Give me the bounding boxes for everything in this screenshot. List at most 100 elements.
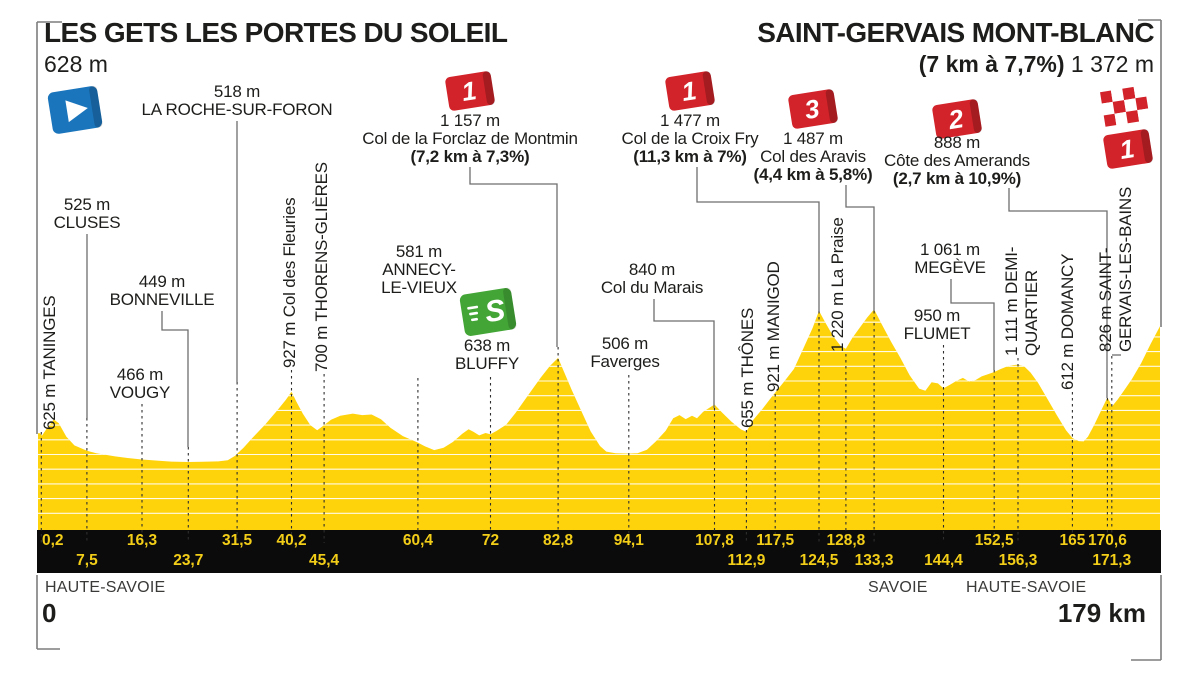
waypoint-altitude: 525 m xyxy=(63,195,111,214)
total-distance-label: 179 km xyxy=(1057,598,1146,628)
waypoint-name: BLUFFY xyxy=(455,354,519,373)
svg-text:1: 1 xyxy=(680,75,699,107)
waypoint-name: Côte des Amerands xyxy=(884,151,1030,170)
start-header: LES GETS LES PORTES DU SOLEIL 628 m xyxy=(44,17,508,78)
svg-text:1: 1 xyxy=(460,75,479,107)
waypoint-label-megeve: 1 061 m MEGÈVE xyxy=(914,241,986,277)
category-3-icon: 3 xyxy=(788,89,838,129)
svg-text:1: 1 xyxy=(1118,133,1137,165)
waypoint-name: ANNECY- xyxy=(382,260,456,279)
finish-altitude: 1 372 m xyxy=(1070,51,1154,78)
waypoint-label-vougy: 466 m VOUGY xyxy=(109,365,171,402)
waypoint-altitude: 1 157 m xyxy=(439,111,501,130)
km-marker: 45,4 xyxy=(308,552,340,569)
waypoint-name: Col de la Forclaz de Montmin xyxy=(362,129,578,148)
km-marker: 152,5 xyxy=(974,532,1014,549)
waypoint-label-bluffy: 638 m BLUFFY xyxy=(455,337,519,373)
km-marker: 170,6 xyxy=(1088,532,1127,549)
waypoint-label-taninges: 625 m TANINGES xyxy=(40,295,59,430)
waypoint-name: Col du Marais xyxy=(600,278,704,297)
department-label: SAVOIE xyxy=(868,579,928,596)
km-marker: 16,3 xyxy=(126,532,158,549)
climb-gradient: (7,2 km à 7,3%) xyxy=(410,147,530,166)
finish-altitude-line: (7 km à 7,7%) 1 372 m xyxy=(757,51,1154,78)
waypoint-label-thorens: 700 m THORENS-GLIÈRES xyxy=(312,162,331,372)
finish-title: SAINT-GERVAIS MONT-BLANC xyxy=(757,17,1154,48)
km-marker: 124,5 xyxy=(799,552,839,569)
waypoint-label-annecy: 581 m ANNECY- LE-VIEUX xyxy=(381,243,457,297)
km-marker: 72 xyxy=(481,532,500,549)
waypoint-label-fleuries: 927 m Col des Fleuries xyxy=(280,197,299,368)
km-marker: 128,8 xyxy=(826,532,866,549)
waypoint-label-thones: 655 m THÔNES xyxy=(738,307,757,428)
waypoint-altitude: 449 m xyxy=(138,272,186,291)
waypoint-label-demiquartier: 1 111 m DEMI- xyxy=(1002,246,1021,356)
km-marker: 165 xyxy=(1059,532,1086,549)
waypoint-altitude: 1 477 m xyxy=(659,111,721,130)
waypoint-name: BONNEVILLE xyxy=(109,290,215,309)
km-marker: 133,3 xyxy=(854,552,894,569)
category-1-icon: 1 xyxy=(665,71,715,111)
waypoint-label-aravis: 1 487 m Col des Aravis (4,4 km à 5,8%) xyxy=(754,130,873,184)
category-1-icon: 1 xyxy=(1103,129,1153,169)
waypoint-label-forclaz: 1 157 m Col de la Forclaz de Montmin (7,2 … xyxy=(362,112,578,166)
climb-gradient: (4,4 km à 5,8%) xyxy=(753,165,873,184)
km-marker: 171,3 xyxy=(1092,552,1132,569)
climb-gradient: (2,7 km à 10,9%) xyxy=(892,169,1022,188)
km-marker: 94,1 xyxy=(613,532,644,549)
km-marker: 82,8 xyxy=(542,532,574,549)
km-marker: 7,5 xyxy=(76,552,98,569)
waypoint-label-laroche: 518 m LA ROCHE-SUR-FORON xyxy=(142,83,333,119)
waypoint-altitude: 518 m xyxy=(213,82,261,101)
svg-text:3: 3 xyxy=(803,93,823,125)
finish-header: SAINT-GERVAIS MONT-BLANC (7 km à 7,7%) 1… xyxy=(757,18,1154,78)
waypoint-altitude: 1 061 m xyxy=(919,240,981,259)
waypoint-label-bonneville: 449 m BONNEVILLE xyxy=(110,273,215,309)
svg-text:2: 2 xyxy=(946,103,966,135)
waypoint-altitude: 581 m xyxy=(395,242,443,261)
chart-frame xyxy=(36,19,1162,661)
km-marker: 23,7 xyxy=(173,552,204,569)
leader-lines xyxy=(40,121,1121,543)
waypoint-name: FLUMET xyxy=(903,324,971,343)
km-marker: 117,5 xyxy=(756,532,795,549)
category-2-icon: 2 xyxy=(932,99,982,139)
waypoint-altitude: 840 m xyxy=(628,260,676,279)
km-marker: 31,5 xyxy=(222,532,253,549)
waypoint-altitude: 950 m xyxy=(913,306,961,325)
waypoint-label-flumet: 950 m FLUMET xyxy=(904,307,971,343)
category-1-icon: 1 xyxy=(445,71,495,111)
waypoint-label-cluses: 525 m CLUSES xyxy=(54,196,121,232)
waypoint-label-domancy: 612 m DOMANCY xyxy=(1058,253,1077,390)
climb-gradient: (11,3 km à 7%) xyxy=(633,147,747,166)
waypoint-label-amerands: 888 m Côte des Amerands (2,7 km à 10,9%) xyxy=(884,134,1030,188)
waypoint-label-faverges: 506 m Faverges xyxy=(590,335,659,371)
waypoint-altitude: 466 m xyxy=(116,365,164,384)
waypoint-name: VOUGY xyxy=(109,383,171,402)
waypoint-name: LE-VIEUX xyxy=(381,278,457,297)
waypoint-label-marais: 840 m Col du Marais xyxy=(601,261,703,297)
km-marker: 144,4 xyxy=(924,552,963,569)
km-marker: 0,2 xyxy=(42,532,64,549)
km-marker: 60,4 xyxy=(402,532,434,549)
waypoint-label-stgervais: GERVAIS-LES-BAINS xyxy=(1116,186,1135,352)
waypoint-altitude: 1 487 m xyxy=(782,129,844,148)
km-marker: 40,2 xyxy=(276,532,307,549)
distance-bar xyxy=(37,530,1161,573)
start-flag-icon xyxy=(47,85,103,134)
start-title: LES GETS LES PORTES DU SOLEIL xyxy=(44,17,508,48)
department-label: HAUTE-SAVOIE xyxy=(966,579,1087,596)
start-km-label: 0 xyxy=(42,598,57,628)
waypoint-name: Col des Aravis xyxy=(760,147,866,166)
km-marker: 112,9 xyxy=(727,552,766,569)
waypoint-name: Col de la Croix Fry xyxy=(621,129,759,148)
waypoint-label-croixfry: 1 477 m Col de la Croix Fry (11,3 km à 7%) xyxy=(622,112,759,166)
waypoint-altitude: 888 m xyxy=(933,133,981,152)
department-label: HAUTE-SAVOIE xyxy=(45,579,166,596)
finish-checkered-flag-icon xyxy=(1098,84,1152,128)
finish-gradient: (7 km à 7,7%) xyxy=(918,51,1065,78)
waypoint-altitude: 506 m xyxy=(601,334,649,353)
waypoint-name: Faverges xyxy=(590,352,660,371)
